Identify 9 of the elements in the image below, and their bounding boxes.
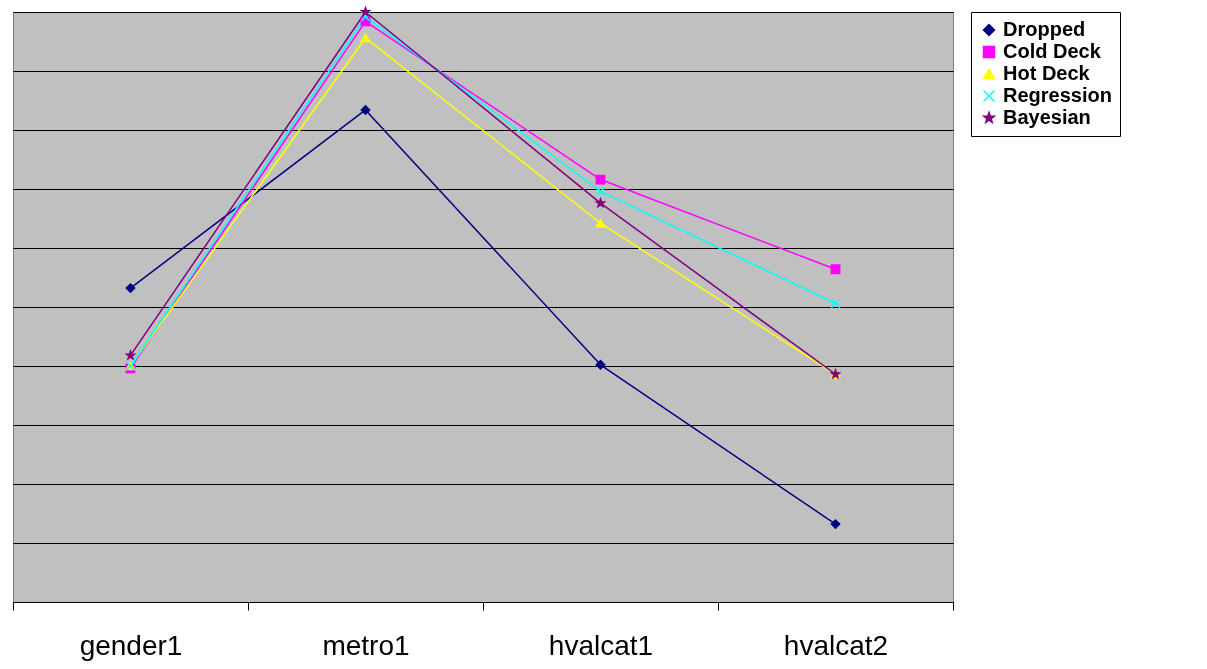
x-tick-label: hvalcat1	[548, 629, 654, 661]
x-tick-label: metro1	[322, 629, 410, 661]
legend-label: Regression	[1003, 84, 1112, 106]
legend-label: Hot Deck	[1003, 62, 1091, 84]
legend-label: Bayesian	[1003, 106, 1091, 128]
legend-label: Dropped	[1003, 18, 1086, 40]
legend-label: Cold Deck	[1003, 40, 1102, 62]
x-tick-label: gender1	[79, 629, 183, 661]
x-tick-label: hvalcat2	[783, 629, 889, 661]
